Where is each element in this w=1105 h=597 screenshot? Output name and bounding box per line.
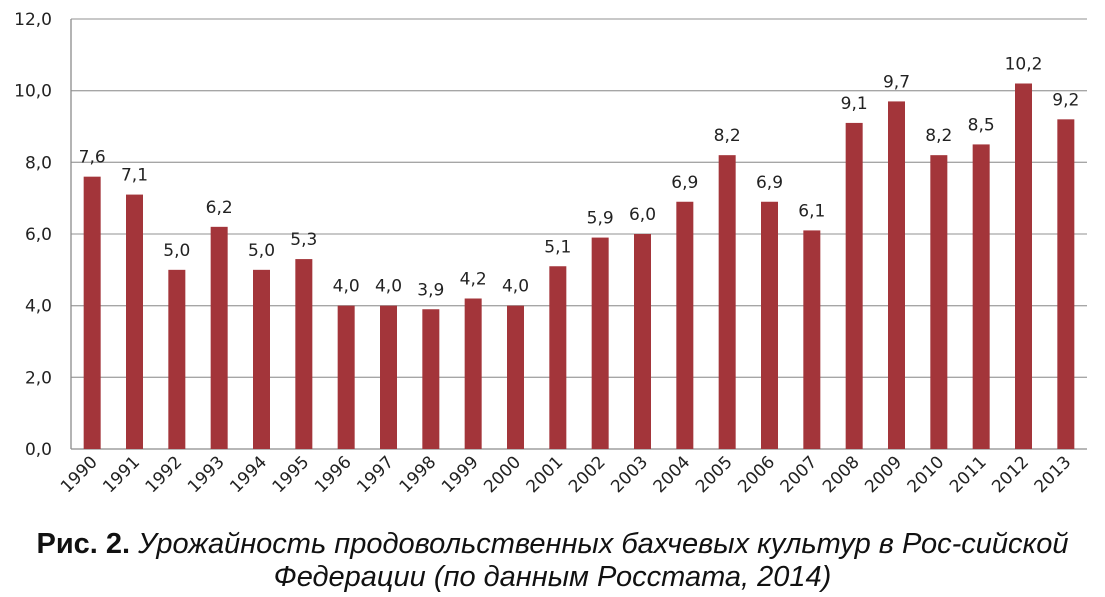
y-tick-label: 2,0 bbox=[25, 368, 52, 388]
x-tick-label: 2006 bbox=[734, 452, 779, 497]
data-label: 5,1 bbox=[544, 237, 571, 257]
bar bbox=[803, 230, 821, 449]
figure-caption: Рис. 2. Урожайность продовольственных ба… bbox=[0, 528, 1105, 594]
x-tick-label: 2005 bbox=[692, 452, 737, 497]
data-label: 10,2 bbox=[1005, 55, 1043, 75]
y-tick-label: 10,0 bbox=[14, 82, 52, 102]
data-label: 6,0 bbox=[629, 205, 656, 225]
data-label: 9,1 bbox=[841, 94, 868, 114]
y-tick-label: 8,0 bbox=[25, 153, 52, 173]
x-tick-label: 1999 bbox=[438, 452, 483, 497]
data-label: 6,1 bbox=[798, 201, 825, 221]
x-tick-label: 1998 bbox=[396, 452, 441, 497]
data-label: 6,2 bbox=[206, 198, 233, 218]
x-axis-tick-labels: 1990199119921993199419951996199719981999… bbox=[57, 452, 1075, 497]
x-tick-label: 1994 bbox=[226, 452, 271, 497]
data-label: 9,7 bbox=[883, 72, 910, 92]
x-tick-label: 2013 bbox=[1031, 452, 1076, 497]
x-tick-label: 2012 bbox=[988, 452, 1033, 497]
data-label: 5,3 bbox=[290, 230, 317, 250]
x-tick-label: 2003 bbox=[607, 452, 652, 497]
y-tick-label: 12,0 bbox=[14, 10, 52, 30]
bar bbox=[464, 298, 482, 449]
bar bbox=[337, 305, 355, 449]
x-tick-label: 2008 bbox=[819, 452, 864, 497]
bar bbox=[972, 144, 990, 449]
bar bbox=[380, 305, 397, 449]
data-label: 5,9 bbox=[587, 209, 614, 229]
x-tick-label: 2007 bbox=[777, 452, 822, 497]
bar bbox=[168, 269, 186, 449]
bar bbox=[507, 305, 524, 449]
bar bbox=[930, 155, 948, 449]
x-tick-label: 2001 bbox=[523, 452, 568, 497]
x-tick-label: 2010 bbox=[904, 452, 949, 497]
x-tick-label: 1995 bbox=[269, 452, 314, 497]
y-axis-tick-labels: 0,0 2,0 4,0 6,0 8,0 10,0 12,0 bbox=[14, 10, 52, 460]
data-label: 4,0 bbox=[375, 277, 402, 297]
bar-chart: 0,0 2,0 4,0 6,0 8,0 10,0 12,0 7,6 7,1 5,0 6,2 5,0 5… bbox=[14, 10, 1087, 497]
bar bbox=[634, 234, 651, 449]
bar bbox=[549, 266, 567, 449]
x-tick-label: 1991 bbox=[99, 452, 144, 497]
x-tick-label: 1996 bbox=[311, 452, 356, 497]
data-label: 9,2 bbox=[1052, 90, 1079, 110]
bars bbox=[83, 83, 1075, 450]
bar bbox=[718, 155, 736, 449]
y-tick-label: 0,0 bbox=[25, 440, 52, 460]
caption-text: Урожайность продовольственных бахчевых к… bbox=[138, 528, 1069, 593]
x-tick-label: 1992 bbox=[142, 452, 187, 497]
data-label: 8,5 bbox=[968, 115, 995, 135]
data-label: 4,0 bbox=[333, 277, 360, 297]
data-label: 6,9 bbox=[756, 173, 783, 193]
bar bbox=[845, 122, 863, 450]
caption-label: Рис. 2. bbox=[36, 528, 131, 560]
x-tick-label: 1993 bbox=[184, 452, 229, 497]
data-label: 7,1 bbox=[121, 166, 148, 186]
bar bbox=[1015, 83, 1032, 449]
data-label: 8,2 bbox=[925, 126, 952, 146]
bar bbox=[210, 226, 228, 449]
bar bbox=[761, 201, 778, 449]
bar bbox=[591, 237, 609, 449]
x-tick-label: 1997 bbox=[353, 452, 398, 497]
data-label: 7,6 bbox=[79, 148, 106, 168]
data-labels: 7,6 7,1 5,0 6,2 5,0 5,3 4,0 4,0 3,9 4,2 4,0 5,1 5,9 6… bbox=[79, 55, 1080, 301]
data-label: 8,2 bbox=[714, 126, 741, 146]
bar bbox=[888, 101, 905, 450]
data-label: 5,0 bbox=[248, 241, 275, 261]
data-label: 4,0 bbox=[502, 277, 529, 297]
y-tick-label: 6,0 bbox=[25, 225, 52, 245]
data-label: 6,9 bbox=[671, 173, 698, 193]
x-tick-label: 2004 bbox=[650, 452, 695, 497]
data-label: 3,9 bbox=[417, 280, 444, 300]
bar bbox=[126, 194, 143, 449]
data-label: 4,2 bbox=[460, 270, 487, 290]
bar bbox=[422, 309, 440, 449]
bar bbox=[253, 269, 270, 449]
x-tick-label: 2009 bbox=[861, 452, 906, 497]
bar bbox=[83, 176, 101, 449]
x-tick-label: 2011 bbox=[946, 452, 991, 497]
gridlines bbox=[70, 18, 1087, 450]
bar bbox=[676, 201, 694, 449]
x-tick-label: 2000 bbox=[480, 452, 525, 497]
x-tick-label: 2002 bbox=[565, 452, 610, 497]
x-tick-label: 1990 bbox=[57, 452, 102, 497]
bar bbox=[1057, 119, 1075, 449]
data-label: 5,0 bbox=[163, 241, 190, 261]
y-tick-label: 4,0 bbox=[25, 297, 52, 317]
bar bbox=[295, 259, 313, 449]
